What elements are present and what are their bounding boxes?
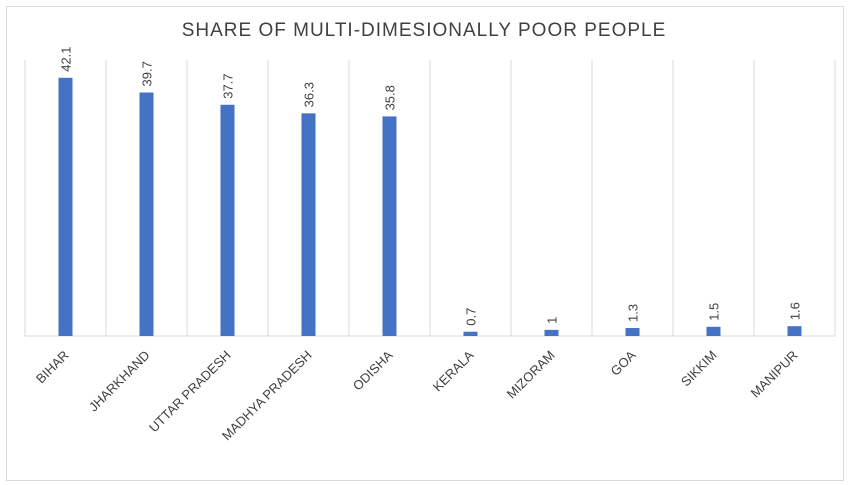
- bar: [383, 116, 397, 336]
- category-tick-label: MANIPUR: [748, 348, 801, 401]
- data-label: 42.1: [59, 46, 74, 71]
- data-label: 0.7: [464, 308, 479, 326]
- bar: [545, 330, 559, 336]
- data-label: 1.3: [626, 304, 641, 322]
- category-tick-label: MADHYA PRADESH: [219, 348, 315, 444]
- bar: [59, 78, 73, 336]
- category-tick-label: MIZORAM: [504, 348, 558, 402]
- bar: [221, 105, 235, 336]
- category-tick-label: GOA: [608, 347, 639, 378]
- data-label: 1: [545, 317, 560, 324]
- bar: [464, 332, 478, 336]
- bar: [788, 326, 802, 336]
- bar: [302, 113, 316, 336]
- category-tick-label: KERALA: [430, 347, 477, 394]
- category-tick-label: JHARKHAND: [86, 348, 153, 415]
- data-label: 35.8: [383, 85, 398, 110]
- category-tick-label: SIKKIM: [678, 348, 720, 390]
- category-tick-label: UTTAR PRADESH: [146, 348, 234, 436]
- data-label: 36.3: [302, 82, 317, 107]
- category-tick-label: ODISHA: [350, 347, 396, 393]
- data-label: 1.6: [788, 302, 803, 320]
- bar: [707, 327, 721, 336]
- bar: [626, 328, 640, 336]
- data-label: 1.5: [707, 303, 722, 321]
- data-label: 37.7: [221, 73, 236, 98]
- data-label: 39.7: [140, 61, 155, 86]
- bar: [140, 93, 154, 336]
- category-tick-label: BIHAR: [33, 348, 72, 387]
